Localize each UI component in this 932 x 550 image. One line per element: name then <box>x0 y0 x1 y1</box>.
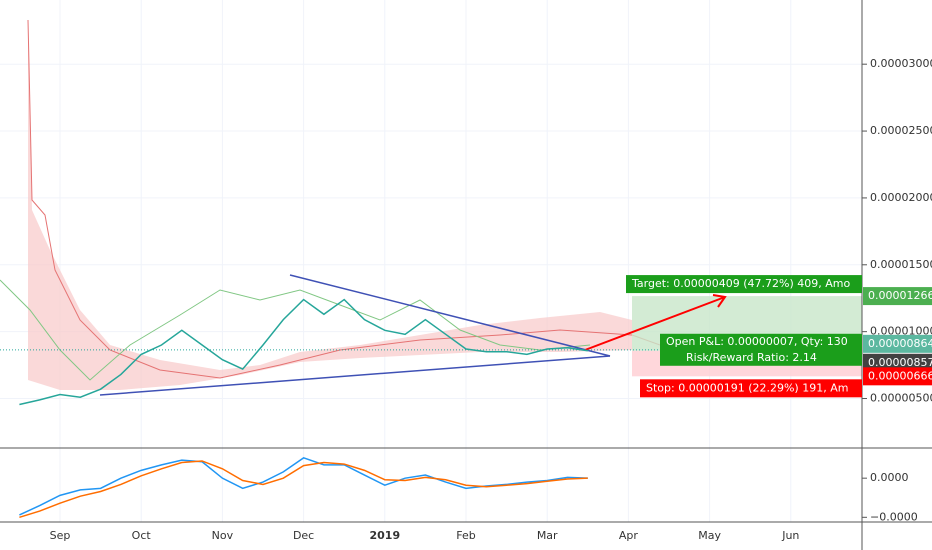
x-tick-label: Apr <box>619 529 639 542</box>
position-label-bg <box>660 333 862 366</box>
y-tick-label: 0.0000 <box>870 471 909 484</box>
y-tick-label: 0.00003000 <box>870 57 932 70</box>
price-badge-label: 0.00001266 <box>868 289 932 302</box>
x-tick-label: Jun <box>781 529 799 542</box>
price-badge <box>863 334 932 353</box>
ichimoku-line <box>27 19 661 379</box>
position-label-bg <box>626 275 862 294</box>
x-tick-label: Sep <box>50 529 71 542</box>
position-label-bg <box>640 379 862 398</box>
price-badge <box>863 353 932 372</box>
arrow <box>584 296 726 351</box>
y-tick-label: 0.00001000 <box>870 325 932 338</box>
price-badge-label: 0.00000666 <box>868 369 932 382</box>
ichimoku-line <box>0 279 591 381</box>
y-tick-label: 0.00002500 <box>870 124 932 137</box>
arrow-head <box>712 294 727 308</box>
price-badge-label: 0.00000857 <box>868 356 932 369</box>
price-badge <box>863 287 932 306</box>
position-label: Target: 0.00000409 (47.72%) 409, Amo <box>631 277 850 290</box>
trend-line <box>289 274 611 357</box>
x-tick-label: Oct <box>132 529 152 542</box>
x-tick-label: May <box>698 529 721 542</box>
grid <box>0 0 862 522</box>
price-line <box>19 298 588 406</box>
ichimoku-cloud <box>28 20 632 390</box>
x-tick-label: Dec <box>293 529 314 542</box>
y-tick-label: −0.0000 <box>870 510 918 523</box>
price-line <box>19 456 588 516</box>
x-tick-label: Mar <box>537 529 558 542</box>
price-badge <box>863 367 932 386</box>
trend-line <box>99 355 611 396</box>
x-tick-label: 2019 <box>369 529 400 542</box>
price-line <box>19 460 588 519</box>
x-tick-label: Feb <box>456 529 475 542</box>
price-badge-label: 0.00000864 <box>868 337 932 350</box>
x-tick-label: Nov <box>212 529 234 542</box>
position-label: Stop: 0.00000191 (22.29%) 191, Am <box>646 381 848 394</box>
marks: Sep Oct Nov Dec 2019 Feb Mar Apr May Jun 0.0000050… <box>0 57 932 542</box>
y-tick-label: 0.00002000 <box>870 191 932 204</box>
y-tick-label: 0.00001500 <box>870 258 932 271</box>
position-label: Open P&L: 0.00000007, Qty: 130 <box>666 335 848 348</box>
y-tick-label: 0.00000500 <box>870 392 932 405</box>
position-label: Risk/Reward Ratio: 2.14 <box>686 351 817 364</box>
